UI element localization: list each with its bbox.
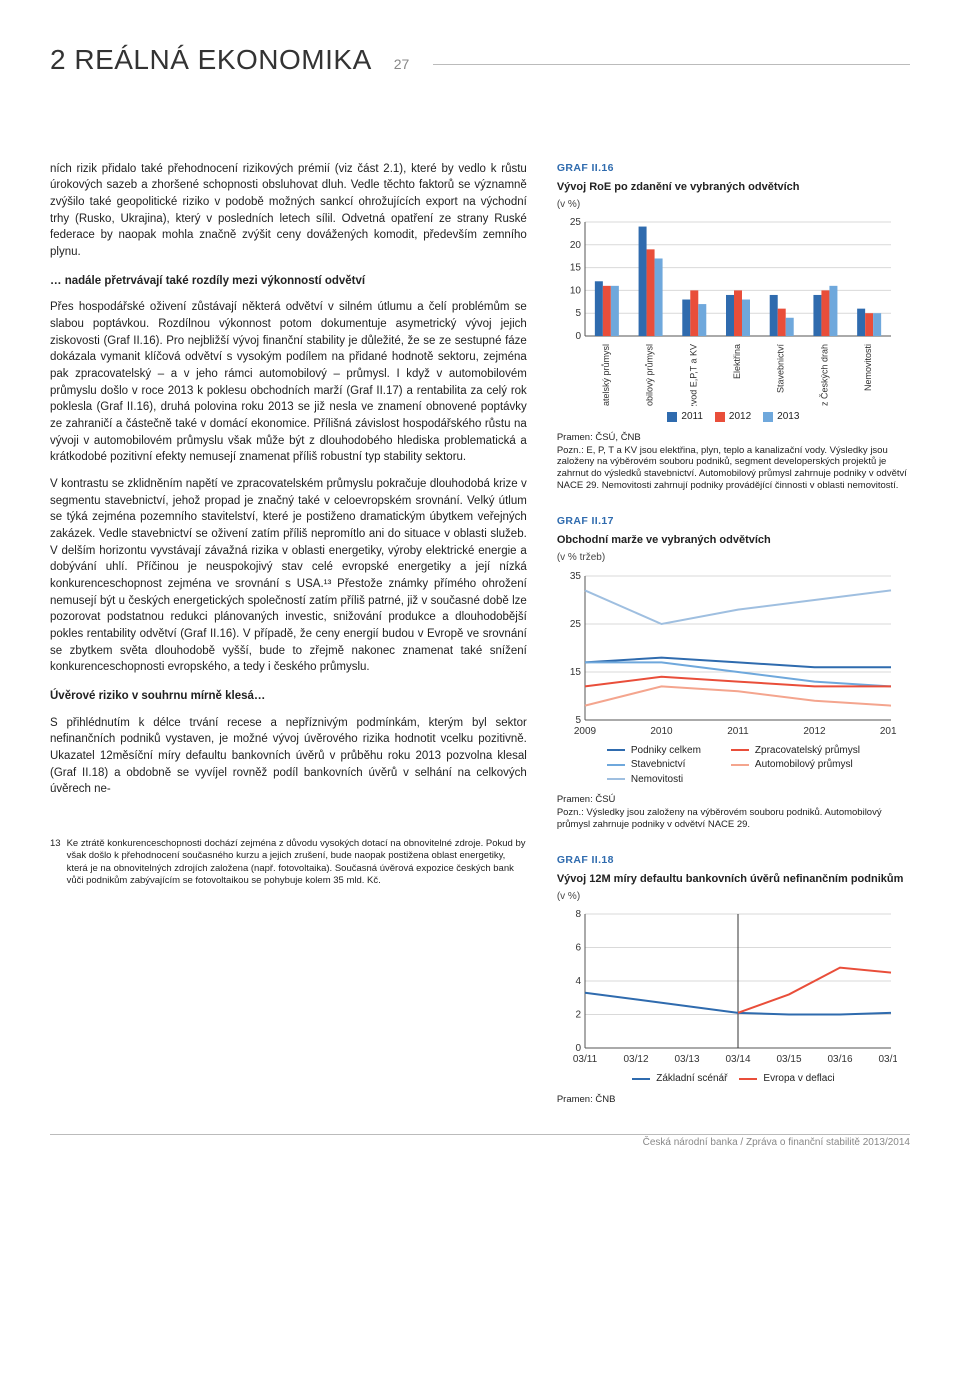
paragraph: ních rizik přidalo také přehodnocení riz… <box>50 161 527 261</box>
footnote-text: Ke ztrátě konkurenceschopnosti dochází z… <box>67 838 527 887</box>
svg-text:Stavebnictví: Stavebnictví <box>776 344 786 394</box>
svg-text:25: 25 <box>570 619 582 630</box>
body-text-column: ních rizik přidalo také přehodnocení riz… <box>50 161 527 1129</box>
chart-title: Obchodní marže ve vybraných odvětvích <box>557 533 910 549</box>
chart-legend: 201120122013 <box>557 410 910 425</box>
chart-source: Pramen: ČSÚ, ČNB <box>557 431 910 445</box>
chart-18-block: GRAF II.18 Vývoj 12M míry defaultu banko… <box>557 853 910 1107</box>
chart-unit: (v % tržeb) <box>557 551 910 566</box>
svg-text:2009: 2009 <box>574 726 597 737</box>
svg-text:2: 2 <box>575 1010 581 1021</box>
svg-text:6: 6 <box>575 943 581 954</box>
paragraph: S přihlédnutím k délce trvání recese a n… <box>50 715 527 798</box>
chart-title: Vývoj 12M míry defaultu bankovních úvěrů… <box>557 872 910 888</box>
chart-source: Pramen: ČNB <box>557 1093 910 1107</box>
footnote: 13 Ke ztrátě konkurenceschopnosti docház… <box>50 838 527 887</box>
svg-text:5: 5 <box>575 715 581 726</box>
svg-text:15: 15 <box>570 667 582 678</box>
svg-text:0: 0 <box>575 331 581 342</box>
svg-text:03/15: 03/15 <box>776 1054 801 1065</box>
paragraph: V kontrastu se zklidněním napětí ve zpra… <box>50 476 527 676</box>
svg-text:Nemovitosti: Nemovitosti <box>863 344 873 391</box>
svg-text:03/16: 03/16 <box>827 1054 852 1065</box>
subheading: … nadále přetrvávají také rozdíly mezi v… <box>50 273 527 290</box>
svg-text:03/11: 03/11 <box>573 1054 598 1065</box>
svg-text:03/14: 03/14 <box>725 1054 750 1065</box>
svg-text:35: 35 <box>570 571 582 582</box>
svg-text:4: 4 <box>575 976 581 987</box>
bar-chart: 0 5 10 15 20 25 Zpracovatelský průmysl Automobi… <box>557 216 897 406</box>
svg-text:Elektřina: Elektřina <box>732 344 742 379</box>
footer-text: Česká národní banka / Zpráva o finanční … <box>643 1136 910 1151</box>
svg-text:20: 20 <box>570 240 582 251</box>
svg-text:25: 25 <box>570 217 582 228</box>
chart-17-block: GRAF II.17 Obchodní marže ve vybraných o… <box>557 514 910 831</box>
chart-legend: Základní scénářEvropa v deflaci <box>557 1072 910 1087</box>
chart-unit: (v %) <box>557 890 910 905</box>
paragraph: Přes hospodářské oživení zůstávají někte… <box>50 299 527 466</box>
chart-label: GRAF II.17 <box>557 514 910 529</box>
svg-text:2011: 2011 <box>727 726 749 737</box>
chart-16-block: GRAF II.16 Vývoj RoE po zdanění ve vybra… <box>557 161 910 492</box>
svg-text:10: 10 <box>570 286 582 297</box>
svg-text:5: 5 <box>575 308 581 319</box>
footer-rule <box>50 1134 910 1135</box>
svg-text:2013: 2013 <box>880 726 897 737</box>
subheading: Úvěrové riziko v souhrnu mírně klesá… <box>50 688 527 705</box>
page-header: 2 REÁLNÁ EKONOMIKA 27 <box>50 40 910 81</box>
svg-text:Automobilový průmysl: Automobilový průmysl <box>644 344 654 406</box>
svg-text:8: 8 <box>575 909 581 920</box>
section-title: 2 REÁLNÁ EKONOMIKA <box>50 40 372 81</box>
svg-text:15: 15 <box>570 263 582 274</box>
svg-text:03/13: 03/13 <box>674 1054 699 1065</box>
chart-label: GRAF II.16 <box>557 161 910 176</box>
charts-column: GRAF II.16 Vývoj RoE po zdanění ve vybra… <box>557 161 910 1129</box>
chart-note: Pozn.: E, P, T a KV jsou elektřina, plyn… <box>557 445 910 493</box>
chart-title: Vývoj RoE po zdanění ve vybraných odvětv… <box>557 180 910 196</box>
line-chart: 5 15 25 35 2009 2010 2011 2012 2013 <box>557 570 897 740</box>
svg-text:Zpracovatelský průmysl: Zpracovatelský průmysl <box>601 344 611 406</box>
svg-text:Výroba a rozvod E,P,T a KV: Výroba a rozvod E,P,T a KV <box>688 344 698 406</box>
chart-source: Pramen: ČSÚ <box>557 793 910 807</box>
header-rule <box>433 64 910 65</box>
chart-legend: Podniky celkemStavebnictvíNemovitostiZpr… <box>557 744 910 788</box>
chart-unit: (v %) <box>557 198 910 213</box>
svg-text:03/12: 03/12 <box>623 1054 648 1065</box>
chart-note: Pozn.: Výsledky jsou založeny na výběrov… <box>557 807 910 831</box>
page-number: 27 <box>394 54 410 74</box>
line-chart: 0 2 4 6 8 03/11 03/12 03/13 03/14 03/15 03/16 03/17 <box>557 908 897 1068</box>
svg-text:Doprava bez Českých drah: Doprava bez Českých drah <box>819 344 829 406</box>
chart-label: GRAF II.18 <box>557 853 910 868</box>
svg-text:2012: 2012 <box>803 726 826 737</box>
svg-text:2010: 2010 <box>650 726 673 737</box>
svg-text:0: 0 <box>575 1043 581 1054</box>
footnote-number: 13 <box>50 838 61 887</box>
svg-text:03/17: 03/17 <box>878 1054 897 1065</box>
